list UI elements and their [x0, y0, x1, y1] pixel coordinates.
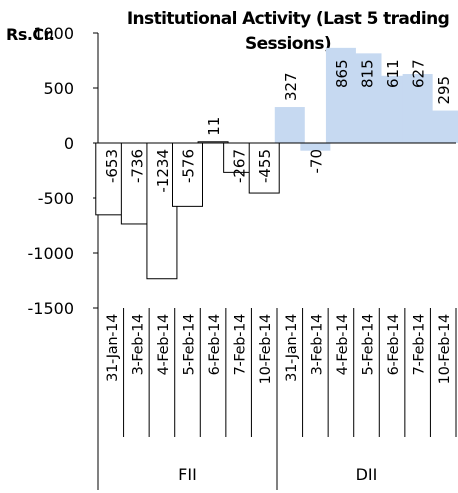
data-label: 611: [384, 59, 402, 88]
bar-fii-4-Feb-14: [146, 142, 178, 280]
x-tick-label: 5-Feb-14: [361, 314, 377, 375]
x-tick-label: 5-Feb-14: [182, 314, 198, 375]
plot-area: 1000 500 0 -500 -1000 -1500 -653 31-Jan-14 -736 3…: [28, 24, 458, 490]
group-label-fii: FII: [178, 465, 197, 484]
unit-label: Rs.Cr.: [6, 25, 54, 44]
x-tick-label: 4-Feb-14: [335, 314, 351, 375]
data-label: -576: [180, 149, 198, 183]
data-label: 327: [282, 72, 300, 101]
x-tick-label: 3-Feb-14: [130, 314, 146, 375]
y-tick-label: -500: [38, 189, 74, 208]
x-tick-label: 31-Jan-14: [284, 314, 300, 382]
x-tick-label: 10-Feb-14: [258, 314, 274, 384]
data-label: -70: [307, 149, 325, 174]
x-tick-label: 6-Feb-14: [386, 314, 402, 375]
y-tick-label: -1500: [28, 299, 75, 318]
x-tick-label: 4-Feb-14: [156, 314, 172, 375]
data-label: -653: [103, 149, 121, 183]
data-label: -1234: [154, 149, 172, 193]
data-label: -267: [231, 149, 249, 183]
y-tick-label: 1000: [33, 24, 74, 43]
bar-dii-10-Feb-14: [428, 110, 458, 143]
bar-dii-5-Feb-14: [351, 53, 382, 143]
bar-fii-31-Jan-14: [95, 142, 127, 216]
x-tick-label: 7-Feb-14: [412, 314, 428, 375]
data-label: 815: [359, 59, 377, 88]
data-label: -736: [128, 149, 146, 183]
chart-title-line-2: Sessions): [245, 34, 331, 54]
bar-dii-31-Jan-14: [274, 107, 305, 143]
bar-dii-7-Feb-14: [402, 74, 433, 143]
bar-dii-4-Feb-14: [325, 47, 356, 143]
x-tick-label: 3-Feb-14: [309, 314, 325, 375]
x-tick-label: 6-Feb-14: [207, 314, 223, 375]
bar-fii-7-Feb-14: [223, 142, 255, 173]
data-label: -455: [256, 149, 274, 183]
y-tick-label: -1000: [28, 244, 75, 263]
bar-fii-5-Feb-14: [172, 142, 203, 207]
y-tick-label: 500: [43, 79, 74, 98]
bar-dii-3-Feb-14: [300, 143, 331, 151]
x-tick-label: 31-Jan-14: [105, 314, 121, 382]
x-tick-label: 7-Feb-14: [233, 314, 249, 375]
y-tick-label: 0: [64, 134, 74, 153]
data-label: 11: [205, 117, 223, 136]
bar-dii-6-Feb-14: [377, 75, 408, 143]
data-label: 295: [435, 76, 453, 105]
bar-fii-10-Feb-14: [248, 142, 280, 194]
data-label: 865: [333, 59, 351, 88]
data-label: 627: [410, 59, 428, 88]
x-tick-label: 10-Feb-14: [437, 314, 453, 384]
chart-title-line-1: Institutional Activity (Last 5 trading: [127, 9, 449, 29]
group-label-dii: DII: [356, 465, 378, 484]
